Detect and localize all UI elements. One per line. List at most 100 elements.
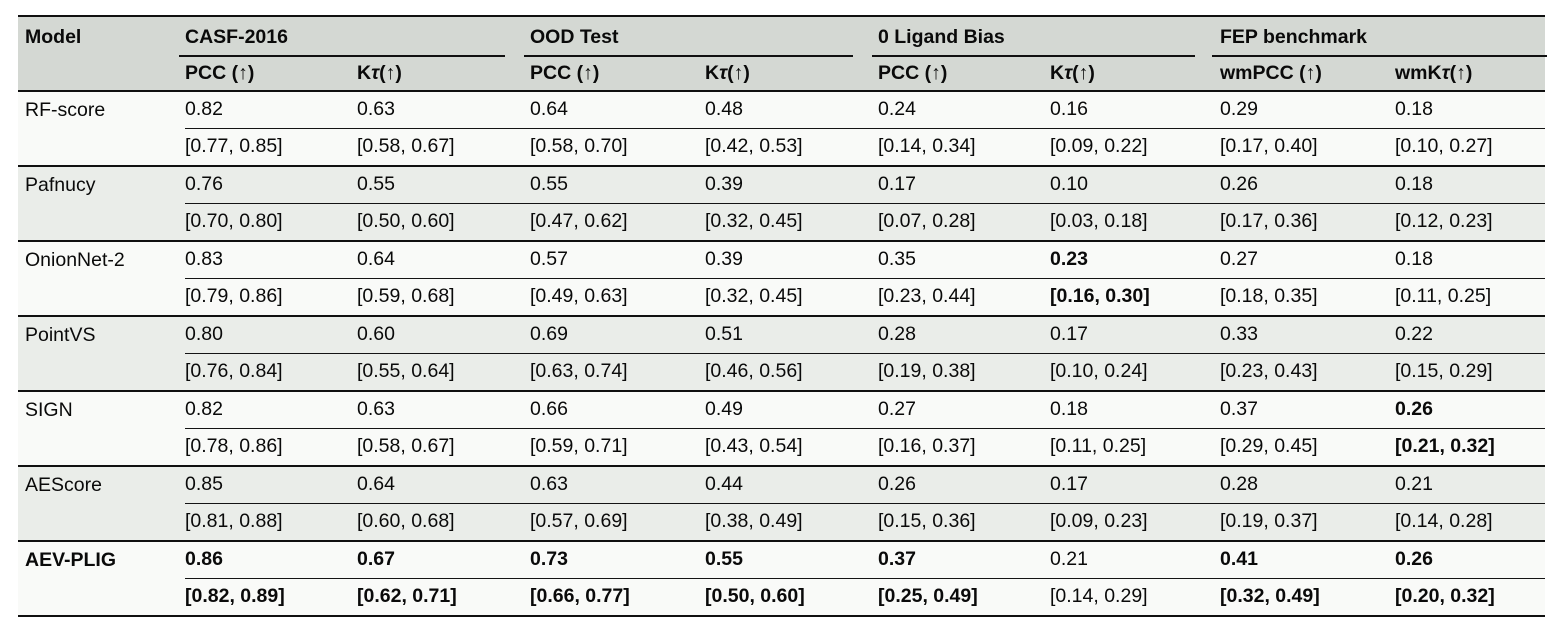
table-row: AEScore 0.85 0.64 0.63 0.44 0.26 0.17 0.28 0.21 xyxy=(18,467,1545,504)
table-row-ci: [0.81, 0.88] [0.60, 0.68] [0.57, 0.69] [0.3… xyxy=(18,504,1545,540)
ci-cell: [0.55, 0.64] xyxy=(357,360,455,383)
ci-cell: [0.07, 0.28] xyxy=(878,210,976,233)
ci-cell: [0.47, 0.62] xyxy=(530,210,628,233)
value-cell: 0.26 xyxy=(878,467,1050,504)
model-cell-empty xyxy=(18,429,185,465)
model-cell-empty xyxy=(18,354,185,390)
value-cell: 0.18 xyxy=(1050,392,1220,429)
value-cell: 0.49 xyxy=(705,392,878,429)
ci-cell: [0.03, 0.18] xyxy=(1050,210,1148,233)
ci-cell: [0.76, 0.84] xyxy=(185,360,283,383)
ci-cell: [0.62, 0.71] xyxy=(357,585,457,608)
model-cell-empty xyxy=(18,204,185,240)
value-cell: 0.55 xyxy=(705,542,878,579)
ci-cell: [0.32, 0.49] xyxy=(1220,585,1320,608)
model-name-cell: AEScore xyxy=(25,473,102,496)
value-cell: 0.48 xyxy=(705,92,878,129)
value-cell: 0.37 xyxy=(1220,392,1395,429)
table-row-ci: [0.82, 0.89] [0.62, 0.71] [0.66, 0.77] [0.5… xyxy=(18,579,1545,615)
value-cell: 0.64 xyxy=(357,467,530,504)
ci-cell: [0.63, 0.74] xyxy=(530,360,628,383)
model-name-cell: Pafnucy xyxy=(25,173,96,196)
value-cell: 0.17 xyxy=(878,167,1050,204)
ci-cell: [0.59, 0.68] xyxy=(357,285,455,308)
ci-cell: [0.16, 0.37] xyxy=(878,435,976,458)
value-cell: 0.80 xyxy=(185,317,357,354)
ci-cell: [0.29, 0.45] xyxy=(1220,435,1318,458)
ci-cell: [0.58, 0.67] xyxy=(357,435,455,458)
header-model: Model xyxy=(25,25,82,48)
ci-cell: [0.11, 0.25] xyxy=(1050,435,1147,458)
table-row-ci: [0.79, 0.86] [0.59, 0.68] [0.49, 0.63] [0.3… xyxy=(18,279,1545,315)
group-header-0-ligand-bias: 0 Ligand Bias xyxy=(872,17,1220,57)
value-cell: 0.63 xyxy=(530,467,705,504)
value-cell: 0.37 xyxy=(878,542,1050,579)
value-cell: 0.55 xyxy=(530,167,705,204)
ci-cell: [0.14, 0.29] xyxy=(1050,585,1148,608)
value-cell: 0.10 xyxy=(1050,167,1220,204)
value-cell: 0.57 xyxy=(530,242,705,279)
ci-cell: [0.09, 0.22] xyxy=(1050,135,1148,158)
value-cell: 0.44 xyxy=(705,467,878,504)
ci-cell: [0.57, 0.69] xyxy=(530,510,628,533)
value-cell: 0.23 xyxy=(1050,242,1220,279)
value-cell: 0.27 xyxy=(878,392,1050,429)
value-cell: 0.24 xyxy=(878,92,1050,129)
ci-cell: [0.46, 0.56] xyxy=(705,360,803,383)
metric-header-casf-pcc: PCC (↑) xyxy=(185,61,255,84)
table-row: PointVS 0.80 0.60 0.69 0.51 0.28 0.17 0.33 0.22 xyxy=(18,317,1545,354)
ci-cell: [0.82, 0.89] xyxy=(185,585,285,608)
model-name-cell: SIGN xyxy=(25,398,73,421)
value-cell: 0.18 xyxy=(1395,167,1545,204)
ci-cell: [0.78, 0.86] xyxy=(185,435,283,458)
results-table: Model CASF-2016 OOD Test 0 Ligand Bias F… xyxy=(18,15,1547,617)
value-cell: 0.64 xyxy=(530,92,705,129)
model-name-cell: AEV-PLIG xyxy=(25,548,117,571)
ci-cell: [0.14, 0.34] xyxy=(878,135,976,158)
ci-cell: [0.79, 0.86] xyxy=(185,285,283,308)
value-cell: 0.39 xyxy=(705,167,878,204)
ci-cell: [0.17, 0.40] xyxy=(1220,135,1318,158)
value-cell: 0.69 xyxy=(530,317,705,354)
metric-header-fep-wmpcc: wmPCC (↑) xyxy=(1220,61,1322,84)
ci-cell: [0.12, 0.23] xyxy=(1395,210,1493,233)
ci-cell: [0.14, 0.28] xyxy=(1395,510,1493,533)
value-cell: 0.17 xyxy=(1050,317,1220,354)
value-cell: 0.63 xyxy=(357,392,530,429)
ci-cell: [0.10, 0.27] xyxy=(1395,135,1493,158)
value-cell: 0.26 xyxy=(1395,542,1545,579)
ci-cell: [0.23, 0.43] xyxy=(1220,360,1318,383)
value-cell: 0.63 xyxy=(357,92,530,129)
ci-cell: [0.10, 0.24] xyxy=(1050,360,1148,383)
ci-cell: [0.11, 0.25] xyxy=(1395,285,1492,308)
ci-cell: [0.17, 0.36] xyxy=(1220,210,1318,233)
tau-symbol: τ xyxy=(1064,61,1073,84)
model-name-cell: RF-score xyxy=(25,98,106,121)
value-cell: 0.85 xyxy=(185,467,357,504)
value-cell: 0.26 xyxy=(1220,167,1395,204)
table-row: OnionNet-2 0.83 0.64 0.57 0.39 0.35 0.23 0.27 0.… xyxy=(18,242,1545,279)
model-block: SIGN 0.82 0.63 0.66 0.49 0.27 0.18 0.37 0.26 [0.7… xyxy=(18,391,1545,467)
value-cell: 0.76 xyxy=(185,167,357,204)
value-cell: 0.21 xyxy=(1050,542,1220,579)
group-header-ood-test: OOD Test xyxy=(524,17,878,57)
model-cell-empty xyxy=(18,504,185,540)
ci-cell: [0.81, 0.88] xyxy=(185,510,283,533)
ci-cell: [0.49, 0.63] xyxy=(530,285,628,308)
model-block: PointVS 0.80 0.60 0.69 0.51 0.28 0.17 0.33 0.22 [… xyxy=(18,316,1545,392)
table-row: Pafnucy 0.76 0.55 0.55 0.39 0.17 0.10 0.26 0.18 xyxy=(18,167,1545,204)
ci-cell: [0.42, 0.53] xyxy=(705,135,803,158)
model-block: Pafnucy 0.76 0.55 0.55 0.39 0.17 0.10 0.26 0.18[… xyxy=(18,166,1545,242)
ci-cell: [0.18, 0.35] xyxy=(1220,285,1318,308)
ci-cell: [0.60, 0.68] xyxy=(357,510,455,533)
table-header: Model CASF-2016 OOD Test 0 Ligand Bias F… xyxy=(18,17,1547,92)
tau-symbol: τ xyxy=(719,61,728,84)
table-row-ci: [0.70, 0.80] [0.50, 0.60] [0.47, 0.62] [0.3… xyxy=(18,204,1545,240)
value-cell: 0.86 xyxy=(185,542,357,579)
ci-cell: [0.19, 0.37] xyxy=(1220,510,1318,533)
table-row-ci: [0.78, 0.86] [0.58, 0.67] [0.59, 0.71] [0.4… xyxy=(18,429,1545,465)
ci-cell: [0.58, 0.67] xyxy=(357,135,455,158)
